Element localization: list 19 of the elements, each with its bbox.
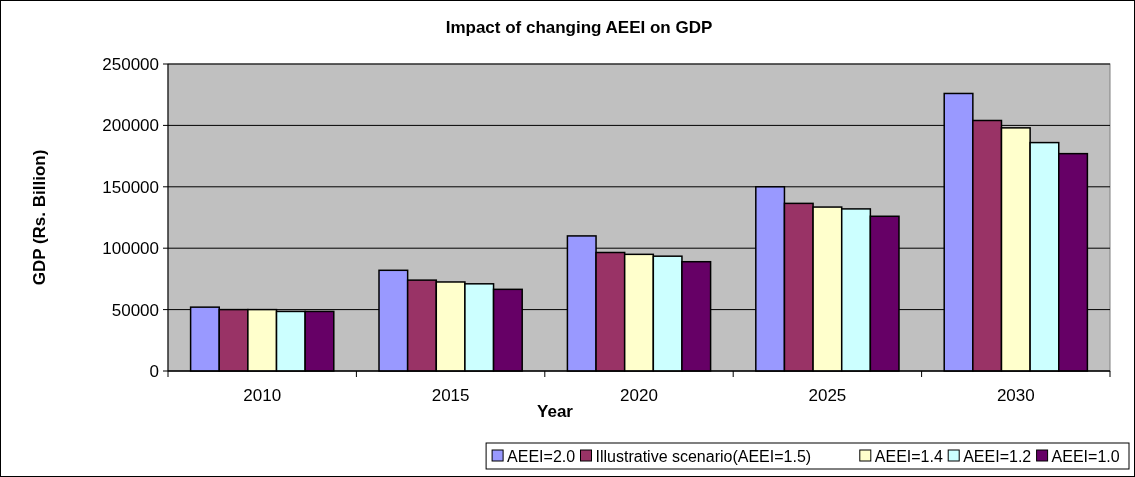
x-tick-label: 2015 (431, 386, 470, 405)
legend-label: AEEI=1.0 (1051, 447, 1120, 465)
x-tick-label: 2030 (996, 386, 1035, 405)
y-tick-label: 200000 (102, 116, 159, 136)
x-axis-title: Year (537, 402, 574, 421)
legend-label: AEEI=1.4 (874, 447, 943, 465)
legend-label: Illustrative scenario(AEEI=1.5) (595, 447, 812, 465)
chart-title: Impact of changing AEEI on GDP (445, 18, 713, 37)
x-tick-label: 2010 (243, 386, 282, 405)
x-tick-label: 2020 (620, 386, 658, 405)
y-tick-label: 150000 (102, 177, 159, 197)
y-tick-label: 50000 (111, 300, 159, 320)
y-tick-label: 100000 (102, 239, 159, 259)
x-tick-label: 2025 (808, 386, 847, 405)
y-tick-label: 250000 (102, 54, 159, 74)
legend-label: AEEI=2.0 (507, 447, 576, 465)
legend-label: AEEI=1.2 (963, 447, 1032, 465)
y-tick-label: 0 (149, 361, 159, 381)
y-axis-title: GDP (Rs. Billion) (30, 149, 49, 286)
